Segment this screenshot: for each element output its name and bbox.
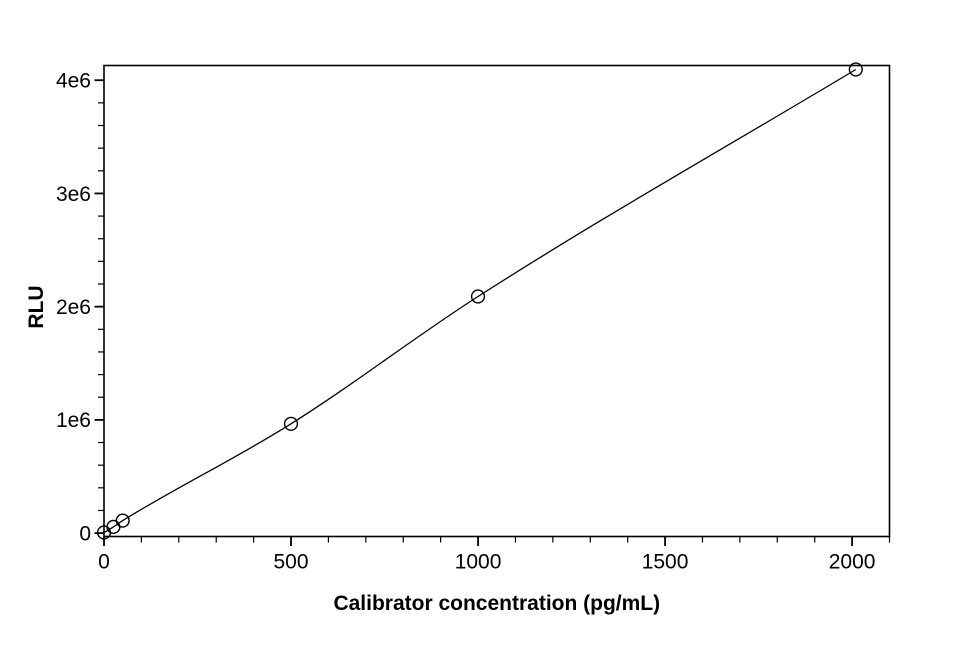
data-point-marker [115, 513, 130, 528]
x-tick-label: 1000 [455, 551, 502, 574]
data-point-marker [848, 62, 863, 77]
x-tick-label: 500 [274, 551, 309, 574]
fit-curve [103, 68, 857, 534]
x-tick-label: 1500 [642, 551, 689, 574]
data-point-marker [470, 289, 486, 304]
major-ticks [94, 79, 853, 546]
tick-labels: 0 500 1000 1500 2000 0 1e6 2e6 3e6 4e6 [56, 70, 876, 574]
y-tick-label: 2e6 [56, 296, 91, 319]
data-points [96, 62, 863, 540]
y-tick-label: 1e6 [56, 409, 91, 432]
y-tick-label: 0 [79, 522, 91, 545]
data-point-marker [283, 416, 299, 431]
y-tick-label: 4e6 [56, 70, 91, 93]
minor-ticks [98, 102, 891, 543]
x-tick-label: 0 [98, 551, 110, 574]
x-tick-label: 2000 [829, 551, 876, 574]
y-axis-title: RLU [25, 285, 48, 328]
x-axis-title: Calibrator concentration (pg/mL) [333, 592, 660, 615]
plot-border [103, 64, 891, 538]
y-tick-label: 3e6 [56, 183, 91, 206]
